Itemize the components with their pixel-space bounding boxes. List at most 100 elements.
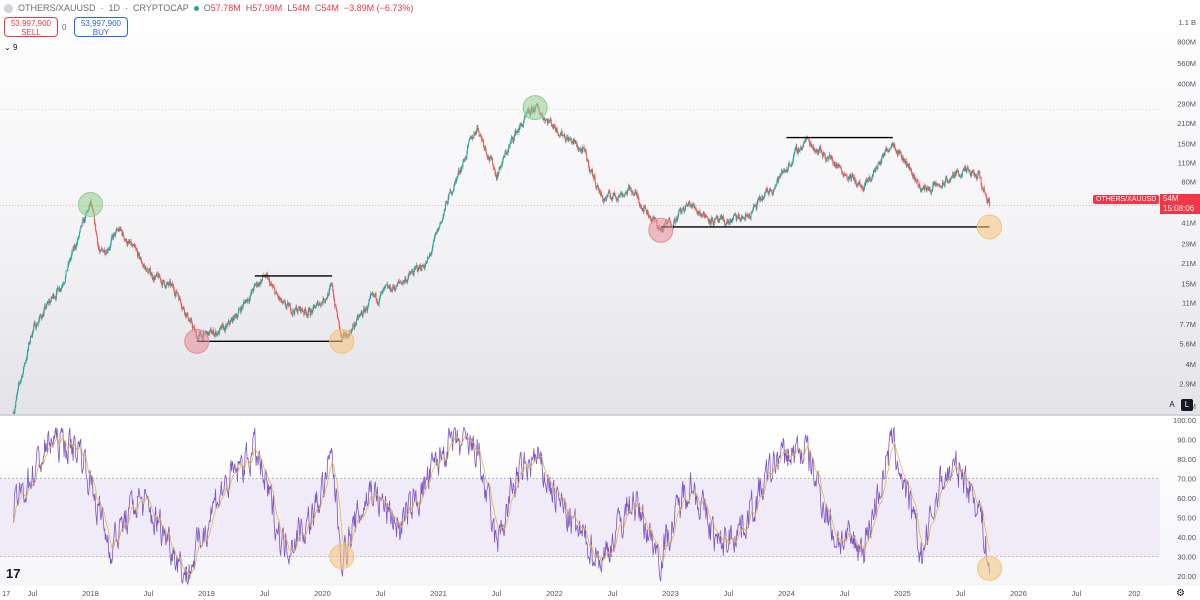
- candle-body: [73, 245, 75, 249]
- time-axis-label: Jul: [956, 589, 966, 598]
- candle-body: [914, 176, 916, 180]
- tradingview-logo-icon[interactable]: 17: [6, 566, 21, 581]
- candle-body: [761, 196, 763, 200]
- candle-body: [600, 193, 602, 195]
- candle-body: [895, 150, 897, 151]
- candle-body: [157, 272, 159, 274]
- candle-body: [360, 312, 362, 314]
- candle-body: [515, 132, 517, 134]
- candle-body: [827, 157, 829, 158]
- candle-body: [364, 310, 366, 312]
- candle-body: [54, 298, 56, 299]
- candle-body: [166, 282, 168, 285]
- candle-body: [352, 325, 354, 326]
- candle-body: [492, 157, 494, 165]
- candle-body: [153, 277, 155, 281]
- time-axis-label: 2023: [662, 589, 679, 598]
- candle-body: [767, 192, 769, 195]
- candle-body: [294, 308, 296, 314]
- candle-body: [565, 139, 567, 141]
- candle-body: [738, 215, 740, 218]
- candle-body: [231, 318, 233, 322]
- candle-body: [22, 373, 24, 377]
- candle-body: [891, 144, 893, 147]
- candle-body: [39, 315, 41, 320]
- candle-body: [562, 134, 564, 137]
- candle-body: [19, 381, 21, 383]
- candle-body: [640, 205, 642, 210]
- candle-body: [830, 157, 832, 159]
- candle-body: [423, 265, 425, 268]
- candle-body: [248, 300, 250, 302]
- candle-body: [444, 208, 446, 210]
- price-pane[interactable]: 1.1 B800M560M400M290M210M150M110M80M57M4…: [0, 0, 1200, 415]
- candle-body: [858, 182, 860, 185]
- candle-body: [974, 173, 976, 176]
- rsi-pane[interactable]: 100.00 90.00 80.00 70.00 60.00 50.00 40.00 30.0…: [0, 416, 1200, 586]
- candle-body: [73, 247, 75, 249]
- candle-body: [774, 186, 776, 189]
- highlight-circle-green: [77, 191, 103, 217]
- candle-body: [698, 212, 700, 214]
- current-price-value: 54M: [1163, 194, 1179, 203]
- candle-body: [913, 175, 915, 177]
- candle-body: [677, 217, 679, 221]
- auto-scale-button[interactable]: A: [1169, 400, 1175, 409]
- gear-icon[interactable]: ⚙: [1176, 588, 1185, 599]
- candle-body: [57, 287, 59, 289]
- candle-body: [372, 293, 374, 295]
- candle-body: [604, 198, 606, 200]
- candle-body: [288, 305, 290, 307]
- candle-body: [961, 175, 963, 176]
- candle-body: [874, 169, 876, 173]
- candle-body: [336, 309, 338, 312]
- rsi-axis-label: 80.00: [1177, 455, 1196, 464]
- candle-body: [970, 174, 972, 177]
- candle-body: [592, 169, 594, 176]
- candle-body: [296, 311, 298, 313]
- time-axis[interactable]: 17 Jul 2018 Jul 2019 Jul 2020 Jul 2021 Jul 2022 Jul…: [0, 586, 1200, 600]
- candle-body: [727, 221, 729, 223]
- candle-body: [317, 301, 319, 306]
- candle-body: [68, 263, 70, 265]
- candle-body: [978, 171, 980, 174]
- log-scale-button[interactable]: L: [1181, 399, 1193, 411]
- highlight-circle-orange: [329, 328, 355, 354]
- candle-body: [359, 314, 361, 316]
- sell-button[interactable]: 53,997,900 SELL: [4, 17, 58, 37]
- candle-body: [353, 325, 355, 328]
- candle-body: [699, 211, 701, 214]
- candle-body: [164, 285, 166, 288]
- candle-body: [79, 228, 81, 233]
- candle-body: [893, 144, 895, 147]
- candle-body: [321, 302, 323, 304]
- candle-body: [901, 156, 903, 161]
- candle-body: [606, 196, 608, 197]
- candle-body: [587, 160, 589, 162]
- pane-separator[interactable]: [0, 414, 1200, 416]
- buy-button[interactable]: 53,997,900 BUY: [74, 17, 128, 37]
- candle-body: [644, 206, 646, 208]
- candle-body: [757, 198, 759, 201]
- candle-body: [889, 149, 891, 152]
- candle-body: [31, 336, 33, 338]
- price-axis-label: 2.9M: [1179, 380, 1196, 389]
- candle-body: [140, 258, 142, 260]
- price-chart[interactable]: 1.1 B800M560M400M290M210M150M110M80M57M4…: [0, 0, 1200, 415]
- symbol-name[interactable]: OTHERS/XAUUSD: [18, 3, 96, 13]
- candle-body: [577, 148, 579, 150]
- candle-body: [492, 164, 494, 168]
- candle-body: [837, 164, 839, 168]
- candle-body: [633, 195, 635, 196]
- candle-body: [835, 164, 837, 167]
- candle-body: [224, 327, 226, 332]
- candle-body: [145, 266, 147, 272]
- candle-body: [72, 247, 74, 252]
- rsi-chart[interactable]: 100.0090.0080.0070.0060.0050.0040.0030.0…: [0, 416, 1200, 586]
- candle-body: [411, 270, 413, 272]
- candle-body: [524, 115, 526, 120]
- candle-body: [968, 169, 970, 171]
- indicators-toggle[interactable]: ⌄ 9: [4, 43, 17, 52]
- candle-body: [311, 310, 313, 312]
- candle-body: [898, 151, 900, 153]
